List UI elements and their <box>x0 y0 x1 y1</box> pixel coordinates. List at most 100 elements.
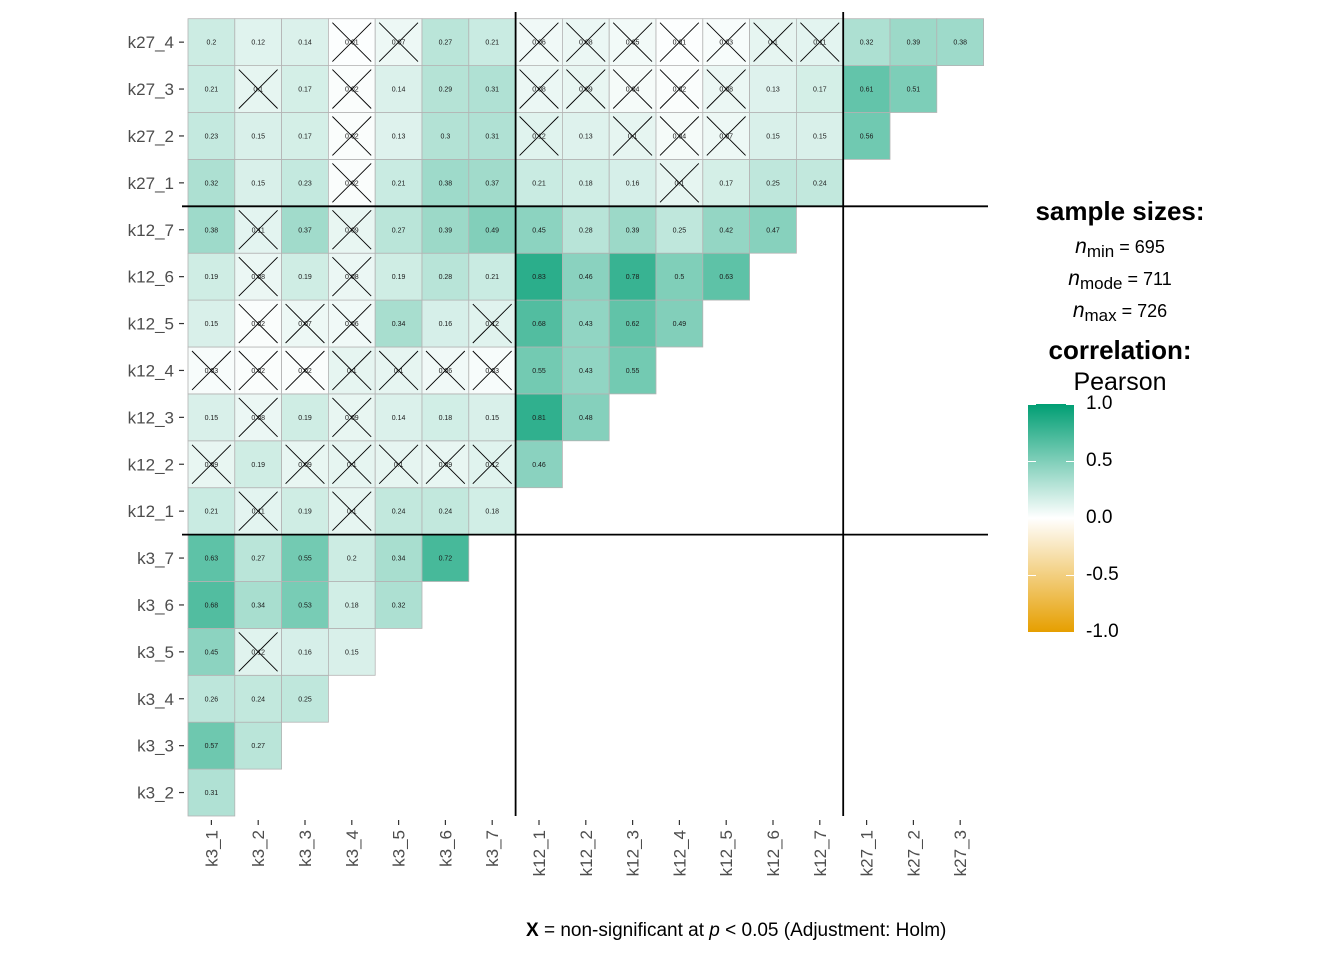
heatmap-cell: 0.16 <box>281 628 329 676</box>
cell-tile <box>187 18 236 67</box>
cell-value-label: 0.1 <box>394 368 404 375</box>
cell-value-label: 0.06 <box>532 40 546 47</box>
cell-value-label: 0.45 <box>205 649 219 656</box>
heatmap-cell: 0.08 <box>562 18 610 67</box>
cell-value-label: 0.06 <box>345 321 359 328</box>
cell-value-label: 0.37 <box>298 227 312 234</box>
cell-value-label: 0.5 <box>675 274 685 281</box>
cell-value-label: 0.34 <box>251 602 265 609</box>
cell-tile <box>749 205 797 254</box>
cell-value-label: 0.15 <box>813 133 827 140</box>
cell-value-label: 0.23 <box>298 180 312 187</box>
cell-value-label: 0.11 <box>813 40 826 47</box>
cell-value-label: 0.81 <box>532 415 546 422</box>
cell-value-label: 0.08 <box>251 415 265 422</box>
cell-tile <box>468 65 516 113</box>
cell-tile <box>562 252 610 301</box>
caption-p: p <box>709 920 720 941</box>
cell-tile <box>234 18 283 67</box>
heatmap-cell: 0.32 <box>187 158 236 207</box>
heatmap-cell: 0.68 <box>515 299 563 348</box>
heatmap-cell: 0.21 <box>374 158 423 207</box>
cell-value-label: 0.01 <box>673 40 687 47</box>
colorbar-tick-mark <box>1066 461 1074 462</box>
cell-value-label: 0.27 <box>392 227 406 234</box>
cell-value-label: 0.1 <box>347 462 357 469</box>
cell-tile <box>374 252 423 301</box>
nonsig-cross-line <box>519 22 559 62</box>
heatmap-cell: 0.21 <box>468 18 516 67</box>
heatmap-cell: 0.13 <box>562 112 610 160</box>
cell-tile <box>562 112 610 160</box>
nonsig-cross-line <box>706 116 746 156</box>
heatmap-cell: 0.09 <box>327 205 376 254</box>
cell-value-label: 0.14 <box>392 415 406 422</box>
cell-value-label: 0.09 <box>205 462 219 469</box>
heatmap-cell: 0.16 <box>608 158 657 207</box>
heatmap-cell: 0.15 <box>749 112 797 160</box>
nonsig-cross-line <box>425 444 466 485</box>
heatmap-cell: 0.37 <box>468 158 516 207</box>
cell-value-label: 0.23 <box>205 133 219 140</box>
cell-tile <box>281 581 329 629</box>
heatmap-cell: 0.19 <box>374 252 423 301</box>
nonsig-cross-line <box>659 22 700 62</box>
heatmap-cell: 0.53 <box>281 581 329 629</box>
cell-value-label: 0.14 <box>392 87 406 94</box>
cell-value-label: 0.21 <box>485 40 499 47</box>
heatmap-cell: 0.03 <box>468 346 516 395</box>
cell-value-label: 0.18 <box>485 509 499 516</box>
cell-tile <box>842 65 891 113</box>
nonsig-cross-line <box>238 209 278 250</box>
cell-tile <box>562 158 610 207</box>
caption: X = non-significant at p < 0.05 (Adjustm… <box>526 920 946 942</box>
cell-tile <box>421 534 470 582</box>
heatmap-cell: 0.1 <box>234 65 283 113</box>
cell-value-label: 0.19 <box>298 274 312 281</box>
heatmap-cell: 0.19 <box>234 440 283 489</box>
heatmap-cell: 0.27 <box>234 721 283 770</box>
y-tick-label: k3_7 <box>137 549 174 568</box>
cell-tile <box>936 18 984 67</box>
y-tick-label: k3_4 <box>137 690 174 709</box>
heatmap-cell: 0.21 <box>187 487 236 536</box>
colorbar-tick-mark <box>1066 632 1074 633</box>
heatmap-cell: 0.17 <box>702 158 750 207</box>
nonsig-cross-line <box>191 444 232 485</box>
cell-value-label: 0.51 <box>907 87 921 94</box>
heatmap-cell: 0.09 <box>327 393 376 442</box>
heatmap-cell: 0.15 <box>327 628 376 676</box>
heatmap-cell: 0.27 <box>421 18 470 67</box>
nonsig-cross-line <box>238 69 278 109</box>
cell-value-label: 0.19 <box>205 274 219 281</box>
cell-value-label: 0.1 <box>768 40 778 47</box>
heatmap-cell: 0.51 <box>889 65 938 113</box>
nonsig-cross-line <box>706 69 746 109</box>
colorbar-tick-label: -0.5 <box>1086 564 1119 585</box>
cell-value-label: 0.21 <box>485 274 499 281</box>
cell-tile <box>515 440 563 489</box>
heatmap-cell: 0.68 <box>187 581 236 629</box>
cell-tile <box>281 534 329 582</box>
x-tick-label: k3_4 <box>343 830 362 867</box>
cell-value-label: 0.43 <box>579 368 593 375</box>
nonsig-cross-line <box>378 444 419 485</box>
n-min-subscript: min <box>1086 242 1115 261</box>
heatmap-cell: 0.46 <box>562 252 610 301</box>
cell-value-label: 0.28 <box>439 274 453 281</box>
cell-value-label: 0.55 <box>298 556 312 563</box>
heatmap-cell: 0.42 <box>702 205 750 254</box>
cell-value-label: 0.04 <box>626 87 640 94</box>
heatmap-cell: 0.1 <box>374 346 423 395</box>
cell-value-label: 0.11 <box>252 509 265 516</box>
heatmap-cell: 0.39 <box>421 205 470 254</box>
cell-tile <box>655 252 704 301</box>
nonsig-cross-line <box>332 116 372 156</box>
heatmap-cell: 0.27 <box>374 205 423 254</box>
heatmap-cell: 0.14 <box>281 18 329 67</box>
cell-value-label: 0.15 <box>251 133 265 140</box>
heatmap-cell: 0.08 <box>515 65 563 113</box>
heatmap-cell: 0.17 <box>796 65 844 113</box>
heatmap-cell: 0.37 <box>281 205 329 254</box>
cell-tile <box>515 158 563 207</box>
